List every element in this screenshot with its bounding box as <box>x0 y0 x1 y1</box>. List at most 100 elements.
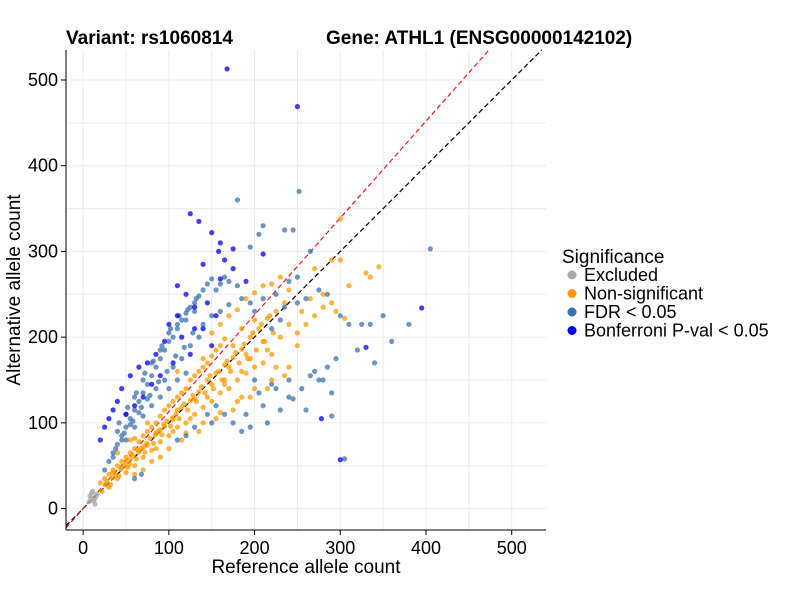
legend-label: Excluded <box>584 265 658 285</box>
point-fdr-0-05 <box>147 392 153 398</box>
point-non-significant <box>209 353 215 359</box>
point-non-significant <box>312 313 318 319</box>
point-fdr-0-05 <box>260 296 266 302</box>
point-non-significant <box>337 257 343 263</box>
legend-swatch <box>567 270 577 280</box>
point-fdr-0-05 <box>303 407 309 413</box>
point-fdr-0-05 <box>217 281 223 287</box>
point-excluded <box>92 501 98 507</box>
point-bonferroni-p-val-0-05 <box>192 326 198 332</box>
point-bonferroni-p-val-0-05 <box>132 403 138 409</box>
point-fdr-0-05 <box>133 390 139 396</box>
point-fdr-0-05 <box>346 321 352 327</box>
point-non-significant <box>200 364 206 370</box>
point-fdr-0-05 <box>144 381 150 387</box>
point-non-significant <box>243 351 249 357</box>
point-fdr-0-05 <box>110 450 116 456</box>
point-fdr-0-05 <box>213 403 219 409</box>
point-non-significant <box>217 321 223 327</box>
point-non-significant <box>230 355 236 361</box>
y-tick-label: 300 <box>28 241 58 261</box>
point-non-significant <box>239 368 245 374</box>
legend-title: Significance <box>562 247 664 268</box>
point-bonferroni-p-val-0-05 <box>149 381 155 387</box>
point-non-significant <box>190 392 196 398</box>
point-fdr-0-05 <box>286 394 292 400</box>
point-fdr-0-05 <box>264 420 270 426</box>
point-fdr-0-05 <box>159 343 165 349</box>
point-fdr-0-05 <box>166 338 172 344</box>
point-bonferroni-p-val-0-05 <box>162 338 168 344</box>
x-tick-label: 200 <box>240 538 270 558</box>
point-non-significant <box>213 347 219 353</box>
point-non-significant <box>346 283 352 289</box>
point-fdr-0-05 <box>157 347 163 353</box>
point-fdr-0-05 <box>132 407 138 413</box>
point-fdr-0-05 <box>200 321 206 327</box>
point-fdr-0-05 <box>138 471 144 477</box>
point-excluded <box>94 491 100 497</box>
point-non-significant <box>130 452 136 458</box>
point-non-significant <box>147 435 153 441</box>
point-fdr-0-05 <box>190 330 196 336</box>
point-fdr-0-05 <box>174 321 180 327</box>
point-non-significant <box>230 407 236 413</box>
point-fdr-0-05 <box>329 390 335 396</box>
point-fdr-0-05 <box>307 373 313 379</box>
point-non-significant <box>161 422 167 428</box>
point-fdr-0-05 <box>179 317 185 323</box>
point-fdr-0-05 <box>125 404 131 410</box>
point-non-significant <box>312 266 318 272</box>
point-non-significant <box>181 401 187 407</box>
point-non-significant <box>286 321 292 327</box>
point-non-significant <box>118 466 124 472</box>
point-fdr-0-05 <box>269 326 275 332</box>
point-non-significant <box>217 343 223 349</box>
point-fdr-0-05 <box>153 386 159 392</box>
point-non-significant <box>187 398 193 404</box>
point-non-significant <box>126 461 132 467</box>
point-fdr-0-05 <box>193 296 199 302</box>
point-fdr-0-05 <box>234 283 240 289</box>
point-non-significant <box>253 347 259 353</box>
point-non-significant <box>226 364 232 370</box>
point-non-significant <box>269 281 275 287</box>
point-fdr-0-05 <box>260 403 266 409</box>
point-non-significant <box>102 482 108 488</box>
point-non-significant <box>179 437 185 443</box>
point-fdr-0-05 <box>166 330 172 336</box>
point-fdr-0-05 <box>157 394 163 400</box>
point-non-significant <box>196 368 202 374</box>
point-fdr-0-05 <box>252 377 258 383</box>
point-fdr-0-05 <box>389 338 395 344</box>
point-fdr-0-05 <box>247 244 253 250</box>
point-non-significant <box>286 287 292 293</box>
point-non-significant <box>183 420 189 426</box>
point-fdr-0-05 <box>156 379 162 385</box>
legend-swatch <box>567 326 577 335</box>
point-bonferroni-p-val-0-05 <box>216 248 222 254</box>
point-non-significant <box>222 381 228 387</box>
point-fdr-0-05 <box>196 334 202 340</box>
x-tick-label: 500 <box>497 538 527 558</box>
point-fdr-0-05 <box>106 458 112 464</box>
point-fdr-0-05 <box>256 390 262 396</box>
point-non-significant <box>270 330 276 336</box>
point-non-significant <box>264 386 270 392</box>
point-non-significant <box>219 377 225 383</box>
point-bonferroni-p-val-0-05 <box>217 240 223 246</box>
point-non-significant <box>142 449 148 455</box>
point-fdr-0-05 <box>286 278 292 284</box>
point-fdr-0-05 <box>303 296 309 302</box>
point-non-significant <box>114 463 120 469</box>
point-fdr-0-05 <box>372 360 378 366</box>
point-non-significant <box>132 435 138 441</box>
point-non-significant <box>192 411 198 417</box>
point-non-significant <box>209 398 215 404</box>
point-fdr-0-05 <box>307 248 313 254</box>
point-non-significant <box>185 407 191 413</box>
point-fdr-0-05 <box>226 302 232 308</box>
point-non-significant <box>282 300 288 306</box>
point-bonferroni-p-val-0-05 <box>174 283 180 289</box>
point-non-significant <box>173 411 179 417</box>
